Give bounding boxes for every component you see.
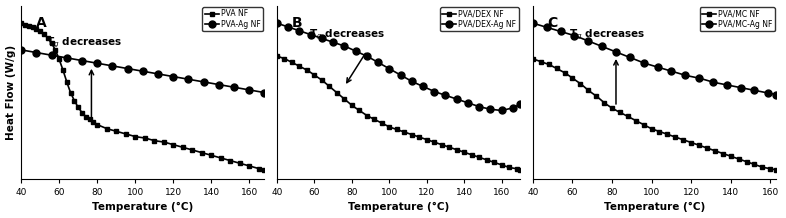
X-axis label: Temperature (°C): Temperature (°C): [348, 202, 450, 213]
Text: C: C: [548, 16, 558, 30]
X-axis label: Temperature (°C): Temperature (°C): [604, 202, 705, 213]
Text: T$_g$ decreases: T$_g$ decreases: [46, 36, 122, 50]
Text: B: B: [292, 16, 303, 30]
X-axis label: Temperature (°C): Temperature (°C): [92, 202, 193, 213]
Y-axis label: Heat Flow (W/g): Heat Flow (W/g): [6, 45, 16, 140]
Text: A: A: [35, 16, 46, 30]
Legend: PVA/DEX NF, PVA/DEX-Ag NF: PVA/DEX NF, PVA/DEX-Ag NF: [440, 7, 519, 31]
Legend: PVA/MC NF, PVA/MC-Ag NF: PVA/MC NF, PVA/MC-Ag NF: [700, 7, 775, 31]
Text: T$_g$ decreases: T$_g$ decreases: [568, 28, 645, 42]
Legend: PVA NF, PVA-Ag NF: PVA NF, PVA-Ag NF: [203, 7, 263, 31]
Text: T$_g$ decreases: T$_g$ decreases: [309, 28, 385, 42]
